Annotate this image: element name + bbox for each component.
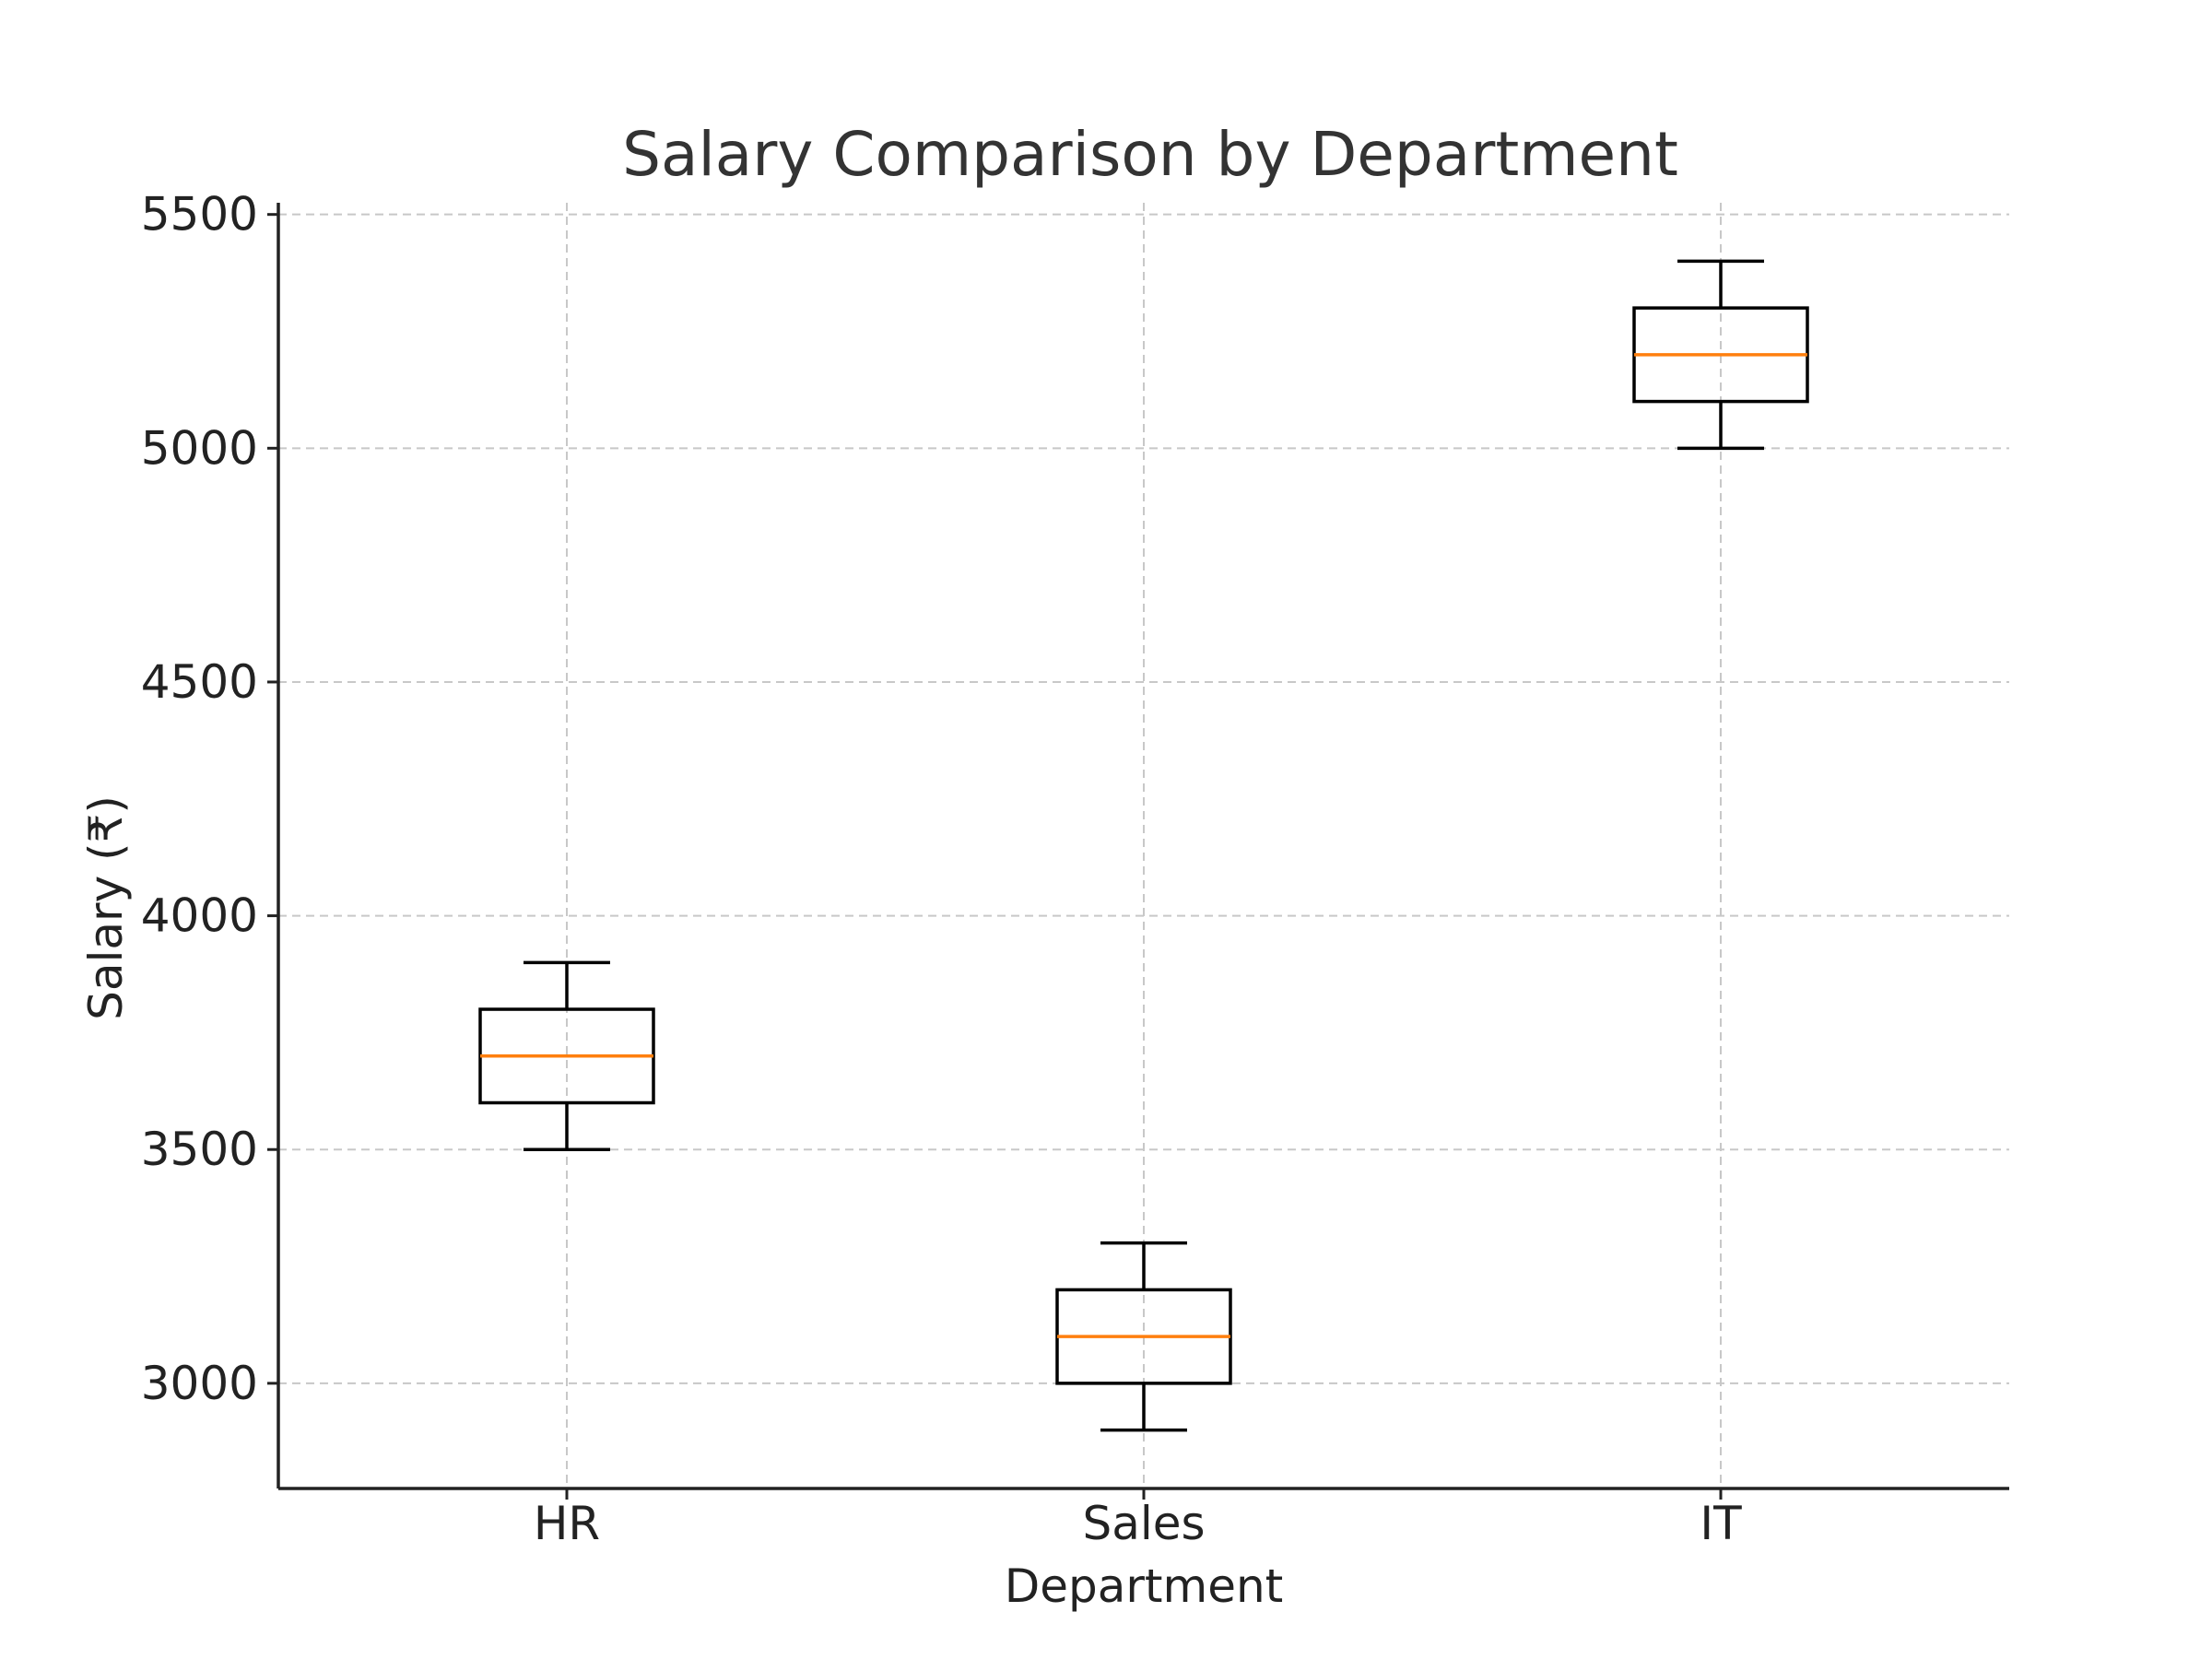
ticks-layer: 3000 3500 4000 4500 5000 5500 HR Sales IT bbox=[141, 188, 1742, 1550]
y-tick-label: 5500 bbox=[141, 188, 258, 241]
y-tick-label: 3500 bbox=[141, 1123, 258, 1176]
box-group-hr bbox=[478, 960, 655, 1151]
y-tick-label: 3000 bbox=[141, 1357, 258, 1410]
x-tick-label-it: IT bbox=[1700, 1497, 1742, 1550]
y-tick-label: 4500 bbox=[141, 655, 258, 709]
boxes-layer bbox=[478, 259, 1809, 1432]
x-axis-label: Department bbox=[1005, 1559, 1284, 1613]
y-tick-label: 4000 bbox=[141, 889, 258, 943]
x-tick-label-sales: Sales bbox=[1082, 1497, 1205, 1550]
grid-layer bbox=[278, 203, 2009, 1488]
y-axis-label: Salary (₹) bbox=[79, 795, 133, 1020]
box-group-it bbox=[1632, 259, 1809, 451]
x-tick-label-hr: HR bbox=[534, 1497, 600, 1550]
y-tick-label: 5000 bbox=[141, 421, 258, 475]
box-group-sales bbox=[1055, 1241, 1232, 1432]
chart-title: Salary Comparison by Department bbox=[622, 119, 1678, 190]
